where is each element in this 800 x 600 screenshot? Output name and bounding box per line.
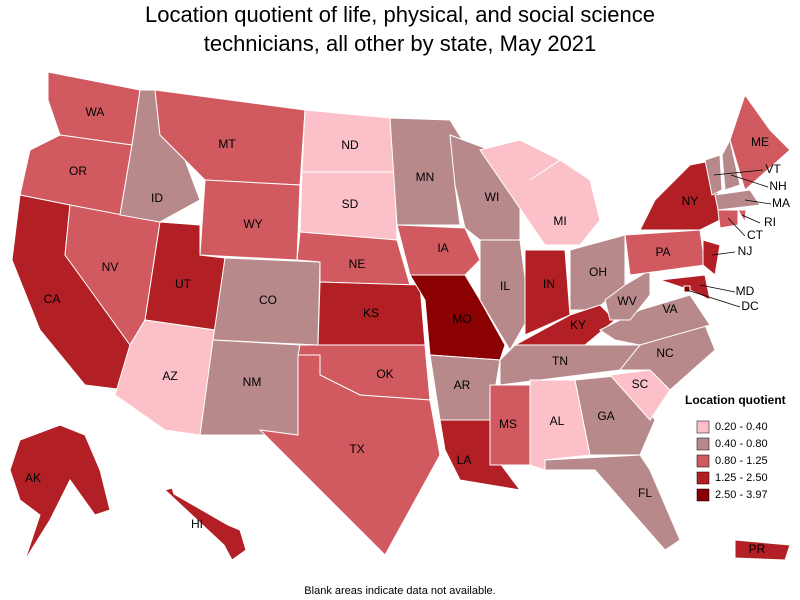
state-label: TN <box>552 354 568 368</box>
state-label: FL <box>638 486 652 500</box>
state-label: NY <box>682 194 699 208</box>
legend-swatch <box>696 471 710 485</box>
state-label: WY <box>243 217 262 231</box>
state-shape <box>714 189 761 211</box>
state-shape <box>409 274 506 361</box>
state-label: SC <box>632 377 649 391</box>
state-shape <box>704 154 723 196</box>
state-label: MA <box>772 196 790 210</box>
state-label: GA <box>597 409 614 423</box>
state-label: PA <box>655 245 670 259</box>
state-label: MN <box>416 170 435 184</box>
leader-line <box>730 174 769 188</box>
title-line: Location quotient of life, physical, and… <box>145 2 655 27</box>
legend-label: 0.40 - 0.80 <box>715 438 768 450</box>
state-label: WV <box>617 294 636 308</box>
state-label: MD <box>736 284 755 298</box>
state-label: HI <box>191 517 203 531</box>
state-shape <box>604 269 651 321</box>
state-label: ME <box>751 135 769 149</box>
leader-line <box>686 289 741 308</box>
legend-label: 1.25 - 2.50 <box>715 472 768 484</box>
state-label: OR <box>69 164 87 178</box>
state-label: TX <box>349 442 364 456</box>
state-label: VT <box>765 162 781 176</box>
leader-line <box>727 217 746 237</box>
state-shape <box>683 285 691 293</box>
state-label: AK <box>25 471 41 485</box>
state-shape <box>396 224 481 276</box>
state-shape <box>702 239 721 276</box>
state-label: OH <box>589 265 607 279</box>
state-shape <box>737 209 747 224</box>
state-label: NE <box>349 257 366 271</box>
state-shape <box>258 354 441 556</box>
state-label: NH <box>769 179 786 193</box>
state-label: AZ <box>162 369 177 383</box>
legend-swatch <box>696 488 710 502</box>
state-shape <box>734 539 791 561</box>
state-shape <box>544 454 681 551</box>
state-label: NM <box>243 375 262 389</box>
state-label: MI <box>553 214 566 228</box>
state-label: MT <box>218 137 236 151</box>
state-label: CO <box>259 293 277 307</box>
state-label: PR <box>749 542 766 556</box>
state-label: ND <box>341 138 359 152</box>
legend-label: 0.20 - 0.40 <box>715 421 768 433</box>
legend-swatch <box>696 437 710 451</box>
state-label: SD <box>342 197 359 211</box>
state-shape <box>599 294 711 346</box>
state-label: ID <box>151 191 163 205</box>
state-label: UT <box>175 277 192 291</box>
leader-line <box>744 199 772 205</box>
state-label: MS <box>499 417 517 431</box>
state-shape <box>729 93 791 191</box>
state-label: IN <box>543 277 555 291</box>
state-label: LA <box>457 453 472 467</box>
state-label: KS <box>363 306 379 320</box>
title-line: technicians, all other by state, May 202… <box>204 31 597 56</box>
state-shape <box>721 138 741 191</box>
leader-line <box>741 214 761 224</box>
state-label: OK <box>376 367 393 381</box>
legend-label: 2.50 - 3.97 <box>715 489 768 501</box>
state-label: CT <box>747 228 764 242</box>
state-label: AL <box>550 414 565 428</box>
legend-label: 0.80 - 1.25 <box>715 455 768 467</box>
state-label: WI <box>485 190 500 204</box>
state-shape <box>479 239 531 351</box>
state-shape <box>9 424 111 561</box>
state-label: IL <box>500 279 510 293</box>
state-label: IA <box>437 241 448 255</box>
state-label: WA <box>86 105 105 119</box>
leader-line <box>711 251 736 256</box>
state-label: NV <box>102 260 119 274</box>
legend-swatch <box>696 454 710 468</box>
state-label: DC <box>741 299 759 313</box>
state-label: NC <box>656 346 674 360</box>
legend-title: Location quotient <box>685 393 786 407</box>
state-shape <box>164 487 247 561</box>
leader-line <box>713 169 764 176</box>
state-label: AR <box>454 378 471 392</box>
state-label: KY <box>570 318 586 332</box>
state-label: NJ <box>738 244 753 258</box>
state-label: CA <box>44 292 61 306</box>
state-label: RI <box>764 215 776 229</box>
state-label: MO <box>452 312 471 326</box>
footnote: Blank areas indicate data not available. <box>304 585 495 597</box>
state-shape <box>479 139 601 246</box>
leader-line <box>699 284 736 293</box>
legend-swatch <box>696 420 710 434</box>
state-label: VA <box>662 302 677 316</box>
